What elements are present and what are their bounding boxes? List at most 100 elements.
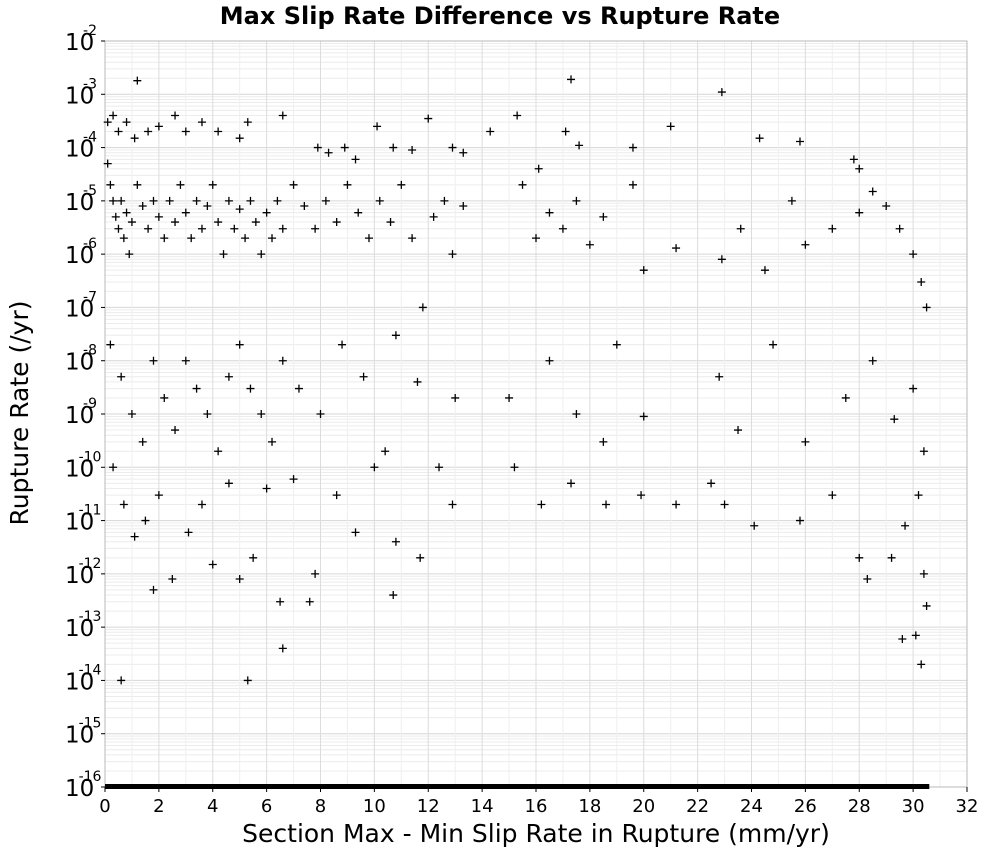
data-point [133,76,142,85]
data-point [278,224,287,233]
data-point [750,521,759,530]
data-point [130,134,139,143]
data-point [338,340,347,349]
data-point [313,143,322,152]
data-point [801,437,810,446]
x-tick-label: 16 [525,796,548,817]
x-axis: 0 2 4 6 8 10 12 14 16 18 20 22 24 26 28 30 32 [99,787,978,817]
data-point [532,234,540,243]
x-tick-label: 12 [417,796,440,817]
data-point [389,143,398,152]
data-point [276,597,285,606]
data-point [354,208,363,217]
data-point [561,127,570,136]
y-tick-label: 10 [65,190,94,216]
data-point [513,111,522,120]
data-point [389,591,398,600]
data-point [117,196,126,205]
data-point [208,180,217,189]
data-point [241,234,250,243]
data-point [103,118,112,127]
data-point [424,114,433,123]
y-tick-label: 10 [65,563,94,589]
data-point [149,196,158,205]
y-axis: 10-210-310-410-510-610-710-810-910-1010-… [65,23,105,802]
data-point [720,500,729,509]
data-point [408,146,417,155]
data-point [144,224,153,233]
data-point [391,331,400,340]
data-point [612,340,621,349]
data-point [416,553,425,562]
data-point [243,118,252,127]
x-tick-label: 2 [153,796,164,817]
data-point [262,208,271,217]
data-point [882,202,891,211]
x-tick-label: 6 [261,796,272,817]
data-point [917,660,926,669]
data-point [249,553,258,562]
data-point [117,372,126,381]
data-point [448,500,457,509]
data-point [707,479,716,488]
data-point [149,585,158,594]
data-point [459,202,468,211]
data-point [734,426,743,435]
data-point [197,224,206,233]
data-point [154,491,163,500]
data-point [203,410,212,418]
data-point [666,122,675,131]
data-point [359,372,368,381]
data-point [575,141,584,150]
data-point [887,553,896,562]
data-point [855,553,864,562]
x-tick-label: 10 [363,796,386,817]
data-point [922,303,931,312]
x-tick-label: 22 [686,796,709,817]
data-point [448,250,457,259]
data-point [138,437,147,446]
data-point [130,532,139,541]
y-tick-exponent: -10 [79,449,102,465]
data-point [828,224,837,233]
x-tick-label: 8 [315,796,326,817]
data-point [397,180,406,189]
data-point [305,597,314,606]
data-point [273,196,282,205]
data-point [537,500,546,509]
data-point [235,340,244,349]
data-point [235,205,244,214]
y-tick-exponent: -14 [79,662,102,678]
x-tick-label: 32 [956,796,979,817]
data-point [717,255,726,264]
data-point [375,196,384,205]
y-tick-label: 10 [65,30,94,56]
data-point [736,224,745,233]
data-point [637,491,646,500]
y-tick-label: 10 [65,350,94,376]
data-point [311,224,320,233]
data-point [114,224,123,233]
data-point [545,356,554,365]
data-point [639,412,648,421]
data-point [558,224,567,233]
data-point [545,208,554,217]
data-point [373,122,382,131]
data-point [911,631,920,640]
data-point [122,118,131,127]
data-point [459,148,468,157]
data-point [181,127,190,136]
data-point [243,676,252,685]
x-tick-label: 20 [632,796,655,817]
data-point [184,528,193,537]
data-point [214,218,223,227]
data-point [262,484,271,493]
data-point [141,516,150,525]
data-point [125,250,134,259]
data-point [192,196,201,205]
data-point [769,340,778,349]
y-tick-exponent: -4 [83,130,97,146]
data-point [534,164,543,173]
data-point [868,187,877,196]
